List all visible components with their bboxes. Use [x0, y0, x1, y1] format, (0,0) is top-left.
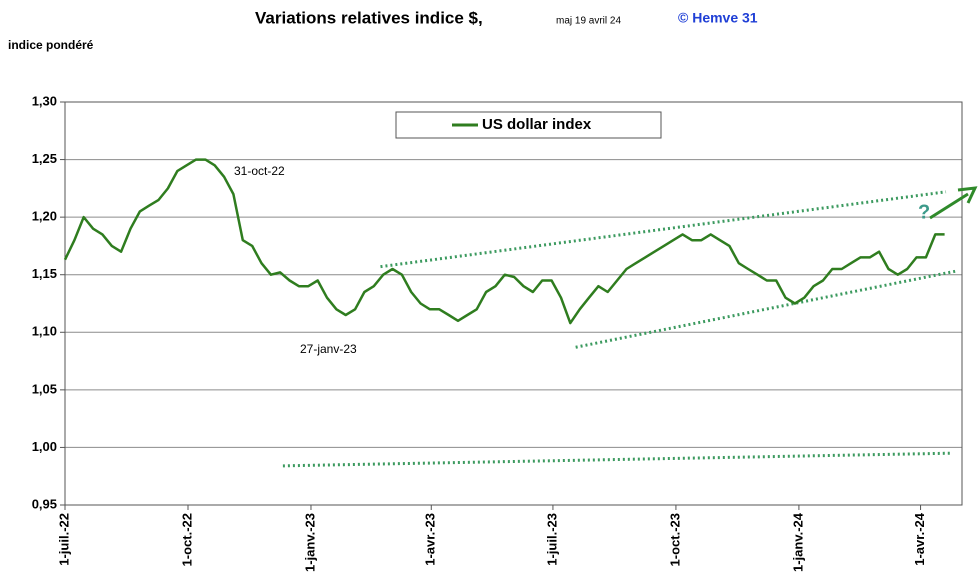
- y-tick-label: 1,25: [32, 151, 57, 166]
- trend-line: [575, 269, 956, 349]
- arrow: [929, 186, 978, 220]
- grid: [65, 101, 962, 506]
- y-tick-label: 1,15: [32, 266, 57, 281]
- credit: © Hemve 31: [678, 10, 758, 26]
- x-tick-label: 1-oct.-22: [179, 513, 194, 566]
- data-line: [63, 158, 945, 325]
- x-tick-label: 1-oct.-23: [667, 513, 682, 566]
- plot-frame: [64, 101, 963, 506]
- legend-box: [395, 111, 662, 139]
- y-axis-label: indice pondéré: [8, 38, 94, 52]
- x-tick-label: 1-juil.-23: [544, 513, 559, 566]
- annotation: 31-oct-22: [234, 164, 285, 178]
- y-tick-label: 1,10: [32, 324, 57, 339]
- chart-title: Variations relatives indice $,: [255, 8, 483, 27]
- y-tick-label: 1,05: [32, 381, 57, 396]
- annotation: ?: [918, 201, 930, 223]
- y-tick-label: 1,30: [32, 93, 57, 108]
- legend-label: US dollar index: [482, 116, 592, 133]
- annotation: 27-janv-23: [300, 342, 357, 356]
- chart-subtitle: maj 19 avril 24: [556, 16, 621, 27]
- x-tick-label: 1-avr.-23: [423, 513, 438, 566]
- x-tick-label: 1-janv.-23: [302, 513, 317, 572]
- trend-line: [380, 190, 947, 269]
- y-tick-label: 0,95: [32, 496, 57, 511]
- y-tick-label: 1,00: [32, 439, 57, 454]
- y-tick-label: 1,20: [32, 209, 57, 224]
- trend-line: [282, 451, 952, 468]
- x-tick-label: 1-janv.-24: [790, 512, 805, 572]
- x-tick-label: 1-avr.-24: [912, 512, 927, 566]
- x-tick-label: 1-juil.-22: [56, 513, 71, 566]
